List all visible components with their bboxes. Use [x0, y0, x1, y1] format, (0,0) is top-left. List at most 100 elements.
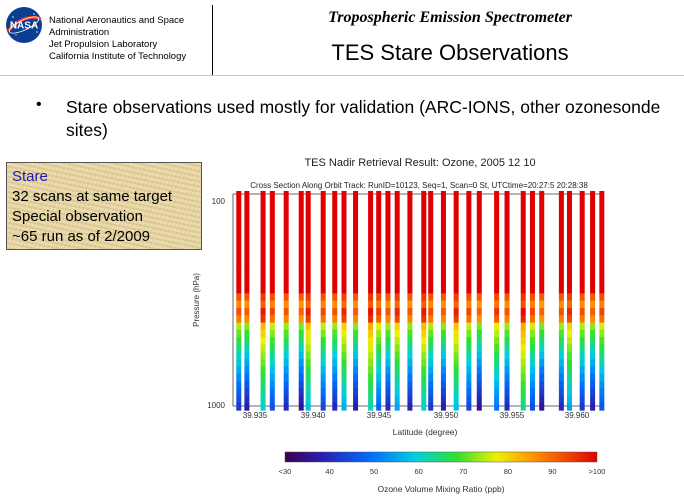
- profile-cell: [494, 286, 500, 294]
- profile-cell: [353, 205, 359, 214]
- profile-cell: [269, 256, 275, 265]
- profile-cell: [558, 315, 564, 323]
- profile-cell: [590, 307, 596, 316]
- profile-cell: [504, 351, 510, 360]
- profile-cell: [341, 205, 347, 214]
- profile-cell: [376, 249, 382, 258]
- profile-cell: [305, 212, 311, 221]
- profile-cell: [579, 286, 585, 294]
- profile-cell: [385, 271, 391, 280]
- profile-cell: [539, 234, 545, 243]
- profile-cell: [476, 190, 482, 199]
- profile-cell: [385, 351, 391, 360]
- profile-cell: [566, 278, 572, 287]
- profile-cell: [440, 234, 446, 243]
- profile-column: [440, 190, 446, 411]
- profile-column: [428, 190, 434, 411]
- profile-cell: [332, 351, 338, 360]
- profile-cell: [539, 322, 545, 331]
- profile-cell: [269, 300, 275, 309]
- profile-cell: [320, 234, 326, 243]
- profile-cell: [320, 402, 326, 411]
- profile-cell: [236, 286, 242, 294]
- profile-cell: [298, 205, 304, 214]
- profile-cell: [453, 344, 459, 353]
- profile-cell: [269, 366, 275, 375]
- profile-cell: [520, 402, 526, 411]
- profile-cell: [466, 402, 472, 411]
- profile-cell: [298, 264, 304, 272]
- profile-cell: [269, 271, 275, 280]
- profile-cell: [566, 227, 572, 236]
- profile-cell: [394, 329, 400, 338]
- profile-cell: [579, 256, 585, 265]
- profile-cell: [385, 307, 391, 316]
- profile-cell: [539, 381, 545, 389]
- profile-cell: [558, 381, 564, 389]
- profile-cell: [283, 198, 289, 206]
- profile-cell: [298, 234, 304, 243]
- profile-cell: [341, 373, 347, 382]
- profile-cell: [269, 344, 275, 353]
- profile-cell: [453, 278, 459, 287]
- profile-cell: [407, 359, 413, 367]
- profile-cell: [376, 307, 382, 316]
- profile-cell: [260, 198, 266, 206]
- profile-cell: [394, 198, 400, 206]
- profile-cell: [394, 249, 400, 258]
- profile-cell: [244, 205, 250, 214]
- profile-cell: [529, 190, 535, 199]
- profile-cell: [440, 220, 446, 228]
- profile-cell: [494, 315, 500, 323]
- profile-cell: [504, 264, 510, 272]
- profile-cell: [353, 351, 359, 360]
- profile-cell: [376, 315, 382, 323]
- profile-cell: [332, 271, 338, 280]
- profile-cell: [332, 198, 338, 206]
- profile-cell: [332, 307, 338, 316]
- profile-cell: [332, 337, 338, 345]
- profile-cell: [407, 337, 413, 345]
- profile-cell: [320, 205, 326, 214]
- profile-cell: [283, 366, 289, 375]
- profile-cell: [529, 242, 535, 250]
- profile-cell: [394, 234, 400, 243]
- profile-cell: [599, 359, 605, 367]
- profile-cell: [407, 286, 413, 294]
- profile-cell: [504, 402, 510, 411]
- profile-cell: [428, 220, 434, 228]
- profile-cell: [305, 344, 311, 353]
- profile-cell: [320, 264, 326, 272]
- profile-cell: [440, 278, 446, 287]
- profile-cell: [407, 205, 413, 214]
- profile-cell: [539, 205, 545, 214]
- profile-cell: [298, 190, 304, 199]
- profile-cell: [466, 344, 472, 353]
- profile-cell: [260, 300, 266, 309]
- profile-cell: [236, 271, 242, 280]
- profile-cell: [590, 388, 596, 397]
- profile-cell: [394, 373, 400, 382]
- profile-cell: [376, 395, 382, 404]
- profile-cell: [421, 388, 427, 397]
- profile-cell: [385, 300, 391, 309]
- profile-cell: [385, 359, 391, 367]
- profile-cell: [476, 307, 482, 316]
- profile-cell: [332, 322, 338, 331]
- profile-cell: [376, 190, 382, 199]
- profile-cell: [453, 402, 459, 411]
- profile-cell: [428, 198, 434, 206]
- profile-cell: [421, 337, 427, 345]
- profile-cell: [494, 351, 500, 360]
- profile-cell: [376, 344, 382, 353]
- profile-cell: [476, 264, 482, 272]
- profile-cell: [566, 212, 572, 221]
- profile-cell: [407, 212, 413, 221]
- profile-cell: [283, 395, 289, 404]
- profile-cell: [494, 322, 500, 331]
- profile-cell: [407, 373, 413, 382]
- profile-cell: [236, 402, 242, 411]
- profile-cell: [368, 212, 374, 221]
- profile-cell: [539, 286, 545, 294]
- profile-cell: [376, 278, 382, 287]
